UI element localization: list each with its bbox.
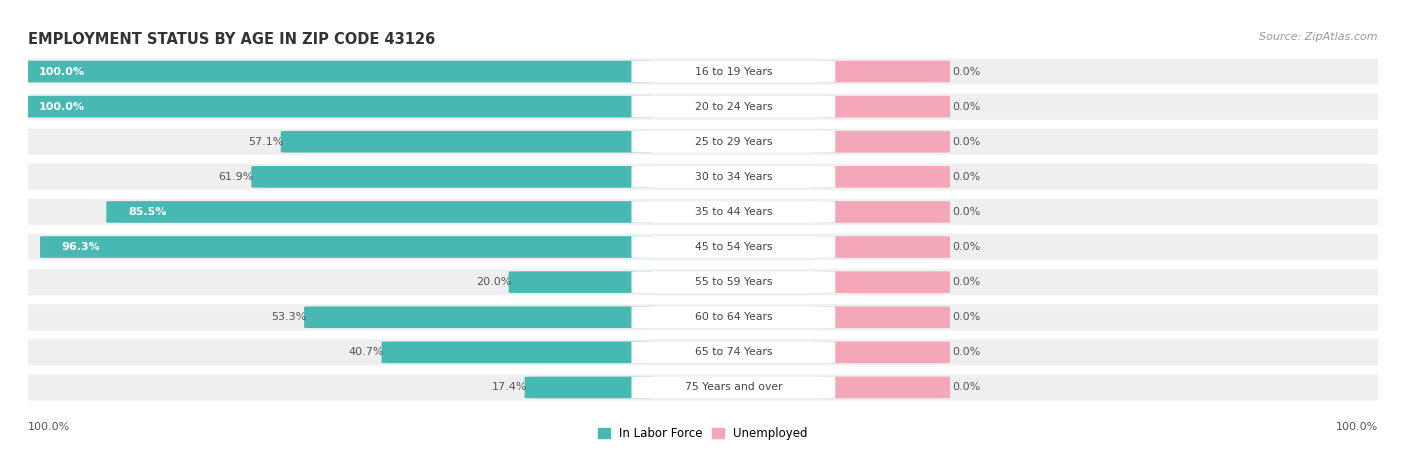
FancyBboxPatch shape (814, 201, 950, 223)
Text: 0.0%: 0.0% (953, 382, 981, 392)
FancyBboxPatch shape (8, 199, 1398, 225)
Text: 0.0%: 0.0% (953, 242, 981, 252)
Text: 16 to 19 Years: 16 to 19 Years (695, 67, 772, 76)
FancyBboxPatch shape (814, 131, 950, 153)
Text: 20.0%: 20.0% (477, 277, 512, 287)
FancyBboxPatch shape (814, 342, 950, 363)
Text: 75 Years and over: 75 Years and over (685, 382, 782, 392)
FancyBboxPatch shape (281, 131, 652, 153)
Text: 85.5%: 85.5% (128, 207, 166, 217)
Text: 0.0%: 0.0% (953, 347, 981, 357)
FancyBboxPatch shape (631, 166, 835, 188)
Text: 0.0%: 0.0% (953, 207, 981, 217)
FancyBboxPatch shape (524, 377, 652, 398)
Text: 61.9%: 61.9% (219, 172, 254, 182)
Text: 17.4%: 17.4% (492, 382, 527, 392)
Text: 57.1%: 57.1% (247, 137, 284, 147)
Text: 0.0%: 0.0% (953, 67, 981, 76)
FancyBboxPatch shape (814, 306, 950, 328)
FancyBboxPatch shape (631, 342, 835, 363)
FancyBboxPatch shape (631, 377, 835, 398)
FancyBboxPatch shape (8, 269, 1398, 295)
FancyBboxPatch shape (17, 96, 652, 117)
Text: 60 to 64 Years: 60 to 64 Years (695, 312, 772, 322)
Text: 100.0%: 100.0% (28, 422, 70, 432)
FancyBboxPatch shape (631, 96, 835, 117)
Text: 55 to 59 Years: 55 to 59 Years (695, 277, 772, 287)
Text: 100.0%: 100.0% (1336, 422, 1378, 432)
Text: 30 to 34 Years: 30 to 34 Years (695, 172, 772, 182)
Text: 0.0%: 0.0% (953, 102, 981, 112)
Text: 40.7%: 40.7% (349, 347, 384, 357)
FancyBboxPatch shape (8, 374, 1398, 400)
FancyBboxPatch shape (8, 164, 1398, 190)
Text: 0.0%: 0.0% (953, 172, 981, 182)
Text: 0.0%: 0.0% (953, 277, 981, 287)
Text: 65 to 74 Years: 65 to 74 Years (695, 347, 772, 357)
FancyBboxPatch shape (381, 342, 652, 363)
FancyBboxPatch shape (39, 236, 652, 258)
FancyBboxPatch shape (631, 131, 835, 153)
FancyBboxPatch shape (814, 236, 950, 258)
FancyBboxPatch shape (8, 129, 1398, 155)
Text: 25 to 29 Years: 25 to 29 Years (695, 137, 772, 147)
FancyBboxPatch shape (107, 201, 652, 223)
FancyBboxPatch shape (814, 61, 950, 82)
Text: 0.0%: 0.0% (953, 137, 981, 147)
Text: Source: ZipAtlas.com: Source: ZipAtlas.com (1260, 32, 1378, 41)
FancyBboxPatch shape (304, 306, 652, 328)
FancyBboxPatch shape (814, 166, 950, 188)
FancyBboxPatch shape (509, 271, 652, 293)
Text: 45 to 54 Years: 45 to 54 Years (695, 242, 772, 252)
Text: EMPLOYMENT STATUS BY AGE IN ZIP CODE 43126: EMPLOYMENT STATUS BY AGE IN ZIP CODE 431… (28, 32, 436, 46)
Text: 96.3%: 96.3% (62, 242, 100, 252)
FancyBboxPatch shape (8, 304, 1398, 330)
FancyBboxPatch shape (8, 58, 1398, 85)
FancyBboxPatch shape (814, 96, 950, 117)
Legend: In Labor Force, Unemployed: In Labor Force, Unemployed (593, 422, 813, 445)
FancyBboxPatch shape (252, 166, 652, 188)
Text: 53.3%: 53.3% (271, 312, 307, 322)
Text: 100.0%: 100.0% (39, 67, 84, 76)
FancyBboxPatch shape (631, 61, 835, 82)
Text: 0.0%: 0.0% (953, 312, 981, 322)
FancyBboxPatch shape (814, 377, 950, 398)
FancyBboxPatch shape (8, 234, 1398, 260)
FancyBboxPatch shape (631, 236, 835, 258)
FancyBboxPatch shape (631, 271, 835, 293)
Text: 20 to 24 Years: 20 to 24 Years (695, 102, 772, 112)
FancyBboxPatch shape (631, 306, 835, 328)
FancyBboxPatch shape (8, 94, 1398, 120)
FancyBboxPatch shape (8, 339, 1398, 365)
FancyBboxPatch shape (17, 61, 652, 82)
Text: 35 to 44 Years: 35 to 44 Years (695, 207, 772, 217)
Text: 100.0%: 100.0% (39, 102, 84, 112)
FancyBboxPatch shape (814, 271, 950, 293)
FancyBboxPatch shape (631, 201, 835, 223)
